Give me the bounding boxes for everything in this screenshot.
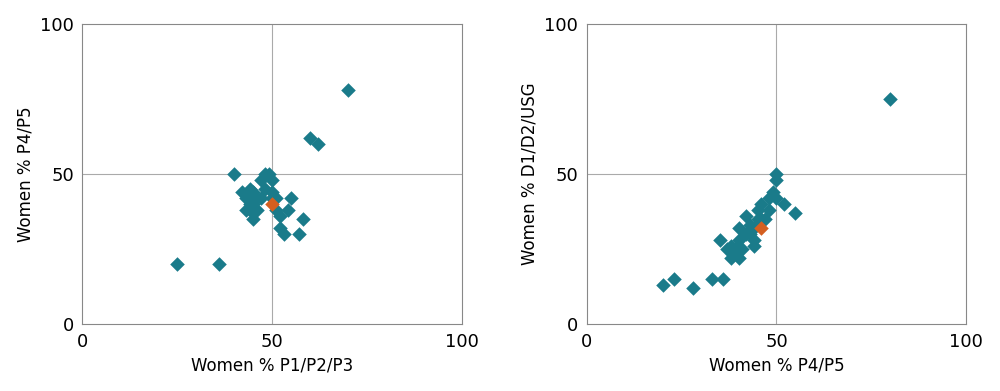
Point xyxy=(264,201,280,207)
Point xyxy=(746,243,762,249)
Point xyxy=(776,201,792,207)
Y-axis label: Women % D1/D2/USG: Women % D1/D2/USG xyxy=(521,83,539,265)
Point xyxy=(742,222,758,228)
Point xyxy=(245,189,261,195)
Point xyxy=(257,171,273,177)
X-axis label: Women % P1/P2/P3: Women % P1/P2/P3 xyxy=(191,356,353,374)
Point xyxy=(761,195,777,201)
Point xyxy=(268,195,284,201)
Point xyxy=(757,216,773,222)
Point xyxy=(719,246,735,252)
Point xyxy=(272,213,288,219)
Point xyxy=(242,201,258,207)
X-axis label: Women % P4/P5: Women % P4/P5 xyxy=(709,356,844,374)
Point xyxy=(310,141,326,147)
Point xyxy=(242,186,258,192)
Point xyxy=(727,246,743,252)
Point xyxy=(245,216,261,222)
Point xyxy=(253,195,269,201)
Point xyxy=(723,255,739,262)
Point xyxy=(226,171,242,177)
Point xyxy=(761,207,777,213)
Point xyxy=(753,216,769,222)
Point xyxy=(787,210,803,216)
Point xyxy=(742,231,758,237)
Point xyxy=(734,246,750,252)
Point xyxy=(666,276,682,282)
Point xyxy=(750,216,766,222)
Point xyxy=(283,195,299,201)
Point xyxy=(280,207,296,213)
Point xyxy=(249,195,265,201)
Y-axis label: Women % P4/P5: Women % P4/P5 xyxy=(17,106,35,242)
Point xyxy=(768,171,784,177)
Point xyxy=(253,177,269,183)
Point xyxy=(264,177,280,183)
Point xyxy=(302,135,318,141)
Point xyxy=(685,285,701,291)
Point xyxy=(768,195,784,201)
Point xyxy=(765,189,781,195)
Point xyxy=(655,282,671,289)
Point xyxy=(242,207,258,213)
Point xyxy=(245,201,261,207)
Point xyxy=(257,186,273,192)
Point xyxy=(738,231,754,237)
Point xyxy=(238,195,254,201)
Point xyxy=(295,216,311,222)
Point xyxy=(753,201,769,207)
Point xyxy=(731,237,747,243)
Point xyxy=(238,207,254,213)
Point xyxy=(234,189,250,195)
Point xyxy=(746,237,762,243)
Point xyxy=(723,243,739,249)
Point xyxy=(731,255,747,262)
Point xyxy=(272,225,288,231)
Point xyxy=(268,207,284,213)
Point xyxy=(291,231,307,237)
Point xyxy=(276,231,292,237)
Point xyxy=(340,87,356,93)
Point xyxy=(261,171,277,177)
Point xyxy=(882,96,898,102)
Point xyxy=(704,276,720,282)
Point xyxy=(731,225,747,231)
Point xyxy=(264,195,280,201)
Point xyxy=(712,237,728,243)
Point xyxy=(738,213,754,219)
Point xyxy=(750,207,766,213)
Point xyxy=(753,225,769,231)
Point xyxy=(746,225,762,231)
Point xyxy=(264,189,280,195)
Point xyxy=(768,177,784,183)
Point xyxy=(169,261,185,267)
Point xyxy=(249,207,265,213)
Point xyxy=(211,261,227,267)
Point xyxy=(715,276,731,282)
